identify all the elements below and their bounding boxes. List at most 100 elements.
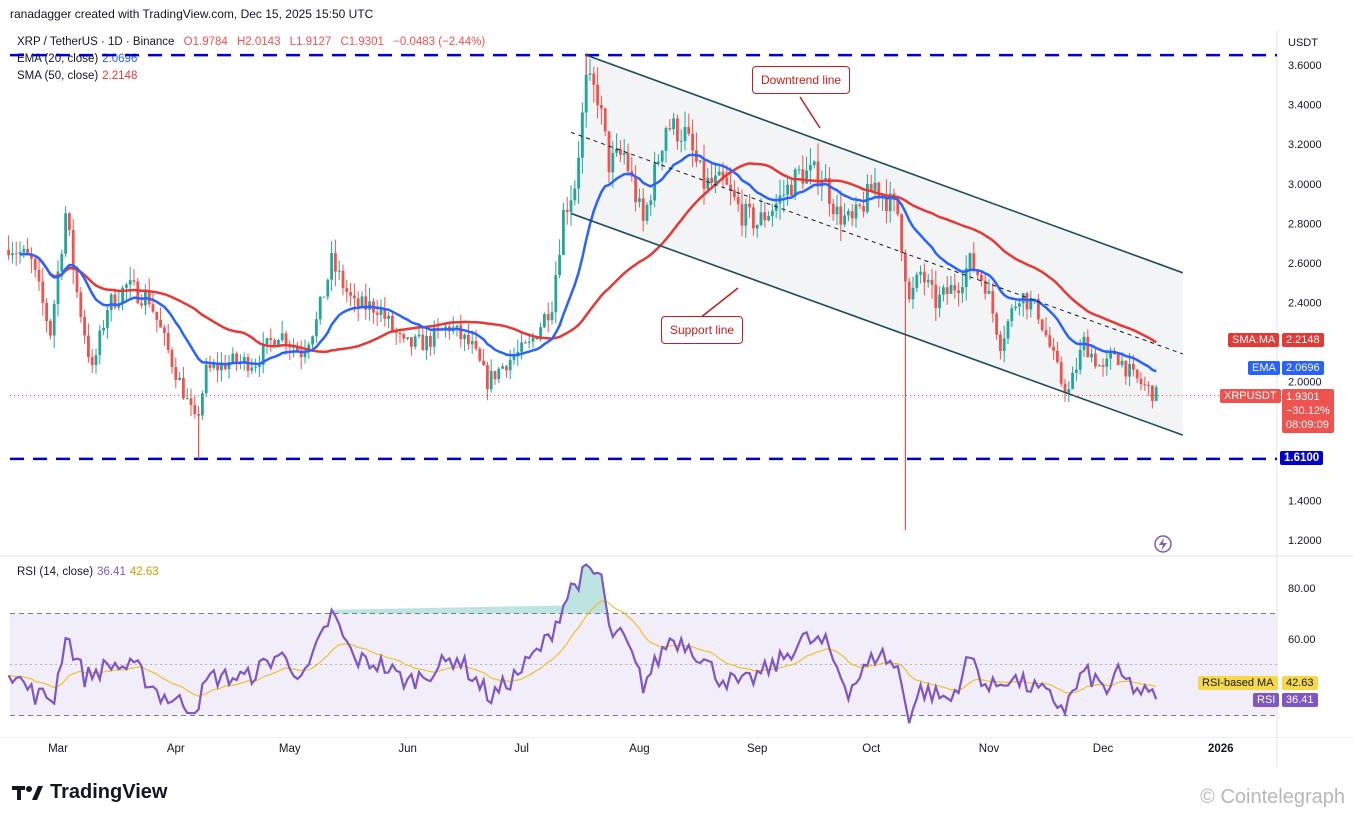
candle-body bbox=[797, 169, 801, 171]
candle-body bbox=[744, 203, 748, 226]
price-tick-label: 2.0000 bbox=[1288, 377, 1322, 389]
candle-body bbox=[1029, 300, 1033, 310]
rsi-ma-legend-value: 42.63 bbox=[129, 566, 159, 578]
change-value: −0.0483 (−2.44%) bbox=[393, 36, 486, 48]
candle-body bbox=[702, 160, 706, 189]
candle-body bbox=[1086, 336, 1090, 358]
candle-body bbox=[277, 340, 280, 347]
candle-body bbox=[432, 327, 436, 347]
candle-body bbox=[790, 184, 793, 196]
candle-body bbox=[1143, 384, 1147, 386]
candle-body bbox=[649, 200, 653, 206]
candle-body bbox=[1025, 293, 1029, 310]
candle-body bbox=[337, 270, 341, 272]
time-tick-label: Aug bbox=[629, 743, 649, 755]
time-tick-label: Sep bbox=[747, 743, 767, 755]
cointelegraph-watermark: © Cointelegraph bbox=[1200, 786, 1345, 808]
candle-body bbox=[360, 296, 364, 308]
candle-body bbox=[7, 249, 10, 256]
downtrend-line bbox=[585, 54, 1184, 274]
candle-body bbox=[273, 340, 276, 347]
rsi-chart[interactable]: 80.00 60.00 bbox=[0, 557, 1353, 737]
candle-body bbox=[619, 148, 622, 155]
candle-body bbox=[75, 269, 79, 293]
candle-body bbox=[383, 309, 387, 319]
candle-body bbox=[668, 128, 672, 130]
candle-body bbox=[698, 160, 702, 162]
candle-body bbox=[121, 287, 124, 304]
candle-body bbox=[505, 366, 508, 371]
candle-body bbox=[558, 254, 561, 276]
candle-body bbox=[767, 216, 770, 221]
candle-body bbox=[740, 204, 744, 226]
candle-body bbox=[820, 179, 824, 187]
candle-body bbox=[410, 337, 413, 347]
candle-body bbox=[588, 73, 592, 75]
candle-body bbox=[524, 342, 527, 344]
candle-body bbox=[212, 364, 216, 368]
ema-tag-value: 2.0696 bbox=[1286, 362, 1320, 374]
symbol-tag-change: −30.12% bbox=[1286, 405, 1330, 417]
candle-body bbox=[828, 178, 831, 204]
candle-body bbox=[429, 335, 432, 347]
support-line bbox=[570, 212, 1184, 436]
rsi-legend[interactable]: RSI (14, close) 36.41 42.63 bbox=[17, 566, 159, 578]
candle-body bbox=[1113, 352, 1116, 355]
candle-body bbox=[223, 362, 227, 370]
channel-fill bbox=[571, 55, 1183, 436]
candle-body bbox=[322, 296, 326, 298]
candle-body bbox=[584, 74, 588, 113]
open-value: O1.9784 bbox=[183, 36, 228, 48]
candle-body bbox=[850, 211, 854, 219]
price-tick-label: 1.4000 bbox=[1288, 495, 1322, 507]
candle-body bbox=[926, 279, 930, 283]
support-level-tag: 1.6100 bbox=[1280, 451, 1324, 465]
candle-body bbox=[151, 304, 155, 312]
candle-body bbox=[512, 356, 516, 360]
sma-price-tag: SMA:MA bbox=[1228, 333, 1280, 347]
close-value: C1.9301 bbox=[340, 36, 384, 48]
candle-body bbox=[900, 214, 903, 254]
candle-body bbox=[550, 312, 554, 321]
ema-price-tag: EMA bbox=[1248, 361, 1280, 375]
candle-body bbox=[581, 112, 584, 158]
candle-body bbox=[1040, 319, 1044, 331]
candle-body bbox=[622, 152, 626, 155]
candle-body bbox=[102, 327, 105, 331]
candle-body bbox=[676, 118, 679, 142]
symbol-price-tag: XRPUSDT bbox=[1220, 389, 1281, 403]
candle-body bbox=[554, 275, 558, 313]
price-tick-label: 1.2000 bbox=[1288, 535, 1322, 547]
candle-body bbox=[1059, 362, 1063, 384]
rsi-ma-value-tag: 42.63 bbox=[1282, 676, 1318, 690]
candle-body bbox=[706, 177, 710, 189]
candle-body bbox=[501, 366, 504, 369]
candle-body bbox=[565, 209, 569, 212]
price-chart[interactable]: 3.6000 3.4000 3.2000 3.0000 2.8000 2.6000 2.40… bbox=[0, 0, 1353, 560]
candle-body bbox=[752, 207, 755, 229]
ema-price-value: 2.0696 bbox=[1282, 361, 1324, 375]
candle-body bbox=[771, 210, 774, 217]
candle-body bbox=[178, 377, 181, 380]
candle-body bbox=[1132, 364, 1135, 370]
candle-body bbox=[68, 213, 71, 230]
candle-body bbox=[638, 198, 641, 203]
candle-body bbox=[125, 284, 128, 288]
candle-body bbox=[1109, 352, 1112, 359]
candle-body bbox=[729, 184, 732, 191]
candle-body bbox=[999, 334, 1002, 352]
candle-body bbox=[201, 393, 204, 416]
candle-body bbox=[907, 281, 911, 300]
tradingview-logo[interactable]: TradingView bbox=[12, 781, 167, 804]
sma-legend[interactable]: SMA (50, close) 2.2148 bbox=[17, 70, 137, 82]
candle-body bbox=[250, 367, 254, 371]
candle-body bbox=[227, 361, 231, 370]
candle-body bbox=[269, 338, 273, 341]
time-axis[interactable]: Mar Apr May Jun Jul Aug Sep Oct Nov Dec 2026 bbox=[0, 737, 1353, 767]
support-callout: Support line bbox=[661, 316, 744, 344]
candle-body bbox=[634, 176, 637, 203]
price-tick-label: 2.8000 bbox=[1288, 218, 1322, 230]
candle-body bbox=[577, 157, 580, 189]
currency-label[interactable]: USDT bbox=[1288, 37, 1318, 49]
time-tick-label: Apr bbox=[167, 743, 185, 755]
